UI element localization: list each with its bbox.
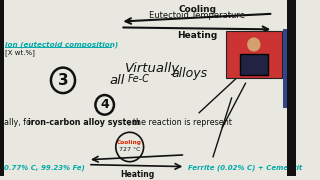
Text: Cooling: Cooling (178, 5, 216, 14)
Text: 3: 3 (58, 73, 68, 88)
Text: alloys: alloys (172, 67, 207, 80)
Bar (283, 29, 290, 108)
Text: Ferrite (0.02% C) + Cementit: Ferrite (0.02% C) + Cementit (188, 165, 302, 171)
Text: ion (eutectoid composition): ion (eutectoid composition) (4, 41, 118, 48)
Text: all: all (109, 75, 125, 87)
Text: iron-carbon alloy system: iron-carbon alloy system (28, 118, 140, 127)
FancyBboxPatch shape (240, 54, 268, 75)
Bar (226, 31, 282, 78)
Text: Virtually: Virtually (125, 62, 180, 75)
Text: Fe-C: Fe-C (128, 75, 150, 84)
Text: , the reaction is represent: , the reaction is represent (128, 118, 232, 127)
Circle shape (247, 37, 260, 52)
Text: Heating: Heating (177, 31, 217, 40)
Text: 727 °C: 727 °C (119, 147, 140, 152)
Text: 0.77% C, 99.23% Fe): 0.77% C, 99.23% Fe) (4, 165, 84, 171)
Text: Cooling: Cooling (117, 140, 142, 145)
Text: 4: 4 (100, 98, 109, 111)
Text: Heating: Heating (120, 170, 154, 179)
Bar (287, 0, 296, 176)
Bar (0, 0, 4, 176)
Text: ally, for: ally, for (4, 118, 36, 127)
Text: Eutectoid Temperature: Eutectoid Temperature (149, 11, 245, 20)
Text: [X wt.%]: [X wt.%] (4, 49, 35, 56)
